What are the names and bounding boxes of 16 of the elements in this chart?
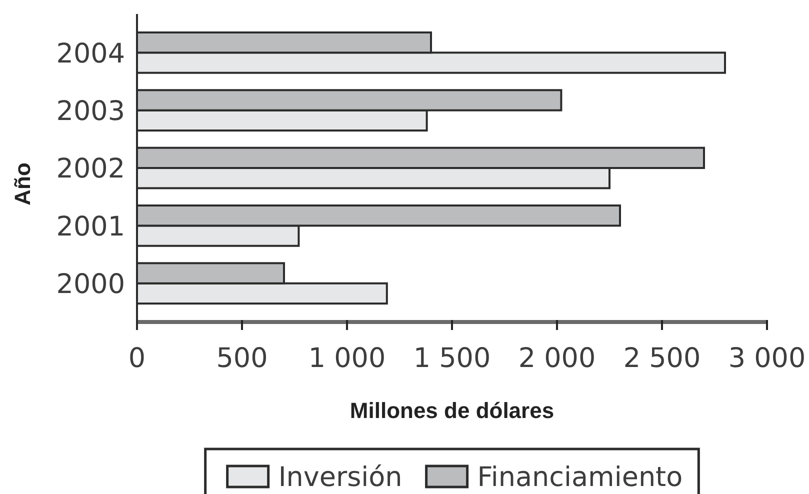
x-tick-label: 500 — [216, 343, 268, 374]
x-axis-title: Millones de dólares — [350, 398, 554, 423]
y-tick-label: 2000 — [56, 269, 125, 300]
legend-label: Financiamiento — [477, 462, 683, 493]
y-tick-label: 2003 — [56, 96, 125, 128]
y-tick-label: 2002 — [56, 154, 125, 185]
y-tick-label: 2001 — [56, 211, 125, 242]
x-tick-label: 1 000 — [308, 343, 386, 374]
legend-label: Inversión — [278, 462, 402, 493]
x-tick-label: 3 000 — [728, 343, 806, 374]
x-tick-label: 2 000 — [518, 343, 596, 374]
x-tick-label: 1 500 — [413, 343, 491, 374]
x-tick-label: 0 — [128, 343, 146, 374]
y-tick-label: 2004 — [56, 38, 125, 70]
y-axis-title: Año — [10, 162, 35, 206]
x-tick-label: 2 500 — [623, 343, 701, 374]
